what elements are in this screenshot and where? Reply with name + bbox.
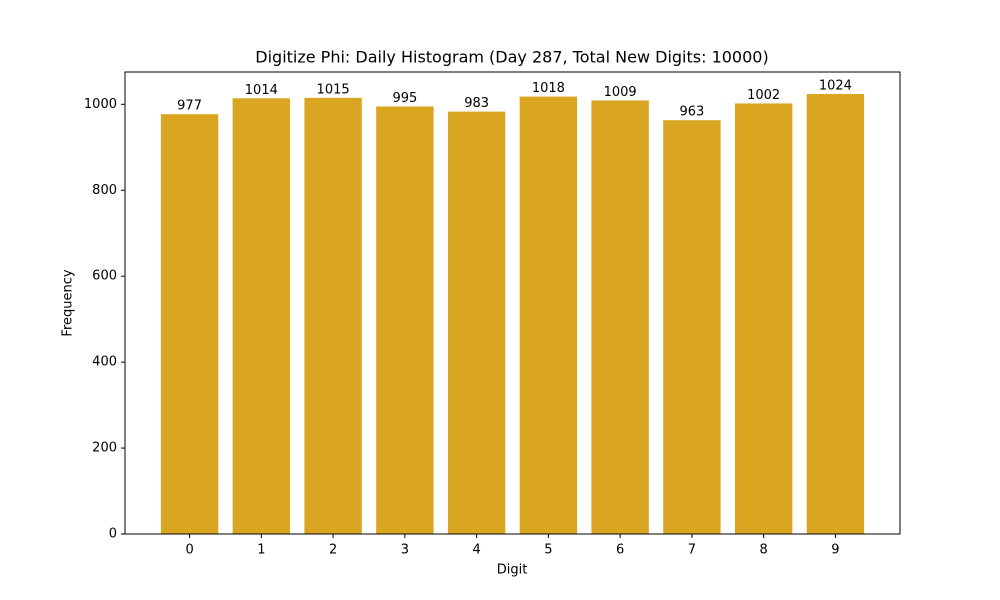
y-tick-label: 0 [109,527,117,542]
value-label: 1009 [604,85,637,100]
value-label: 977 [177,99,202,114]
x-tick-label: 4 [472,543,480,558]
bar [663,120,721,534]
value-label: 1015 [317,82,350,97]
y-tick-label: 400 [92,355,117,370]
plot-frame [124,71,901,535]
value-label: 995 [392,91,417,106]
value-label: 1018 [532,81,565,96]
value-label: 1002 [747,88,780,103]
bar [304,97,362,534]
bar [519,96,578,534]
x-tick-label: 5 [544,543,552,558]
bar [591,100,649,534]
bar [806,94,865,534]
bar [447,111,506,534]
x-tick-label: 6 [616,543,624,558]
bar [734,103,793,534]
y-tick-label: 800 [92,183,117,198]
x-tick-label: 9 [831,543,839,558]
x-tick-label: 2 [329,543,337,558]
x-tick-label: 7 [688,543,696,558]
x-tick-label: 8 [760,543,768,558]
value-label: 983 [464,96,489,111]
x-tick-label: 0 [185,543,193,558]
bar [376,106,434,534]
x-tick-label: 3 [401,543,409,558]
bar [160,114,219,534]
value-label: 1024 [819,79,852,94]
y-tick-label: 1000 [84,97,117,112]
y-tick-label: 600 [92,269,117,284]
chart-title: Digitize Phi: Daily Histogram (Day 287, … [255,48,768,67]
y-axis-label: Frequency [61,269,76,336]
y-tick-label: 200 [92,441,117,456]
value-label: 1014 [245,83,278,98]
x-axis-label: Digit [497,563,528,578]
bar [232,98,291,534]
value-label: 963 [679,105,704,120]
x-tick-label: 1 [257,543,265,558]
